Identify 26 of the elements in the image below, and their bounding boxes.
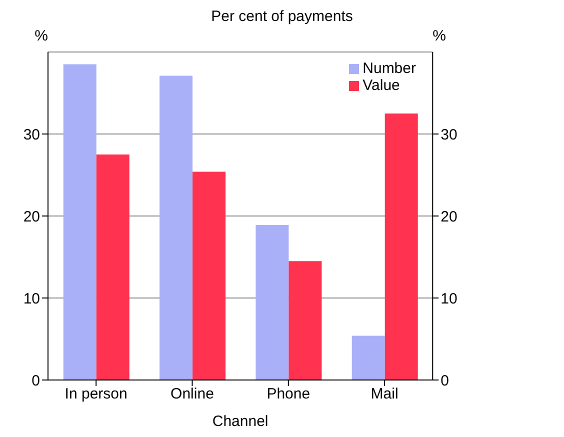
y-tick-label: 0: [32, 372, 40, 390]
y2-tick-label: 20: [440, 208, 458, 226]
y2-tick-label: 0: [440, 372, 449, 390]
x-tick-label: Online: [170, 386, 214, 403]
legend-label: Number: [362, 60, 416, 77]
bar: [96, 154, 130, 380]
legend-label: Value: [362, 77, 400, 94]
bar: [352, 336, 385, 380]
y2-axis-title: %: [432, 28, 446, 45]
bar: [256, 225, 289, 380]
chart-title: Per cent of payments: [210, 8, 354, 26]
y2-tick-label: 10: [440, 290, 458, 308]
bar: [160, 76, 193, 380]
bar: [384, 114, 418, 380]
y-tick-label: 30: [23, 126, 40, 144]
x-axis-title: Channel: [212, 413, 268, 430]
bar: [63, 64, 96, 380]
y-axis-title: %: [34, 28, 48, 45]
x-tick-label: In person: [64, 386, 128, 403]
x-tick-label: Mail: [370, 386, 398, 403]
y2-tick-label: 30: [440, 126, 458, 144]
bar: [192, 172, 226, 380]
y-tick-label: 20: [23, 208, 40, 226]
bar: [288, 261, 322, 380]
x-tick-label: Phone: [266, 386, 310, 403]
y-tick-label: 10: [23, 290, 40, 308]
